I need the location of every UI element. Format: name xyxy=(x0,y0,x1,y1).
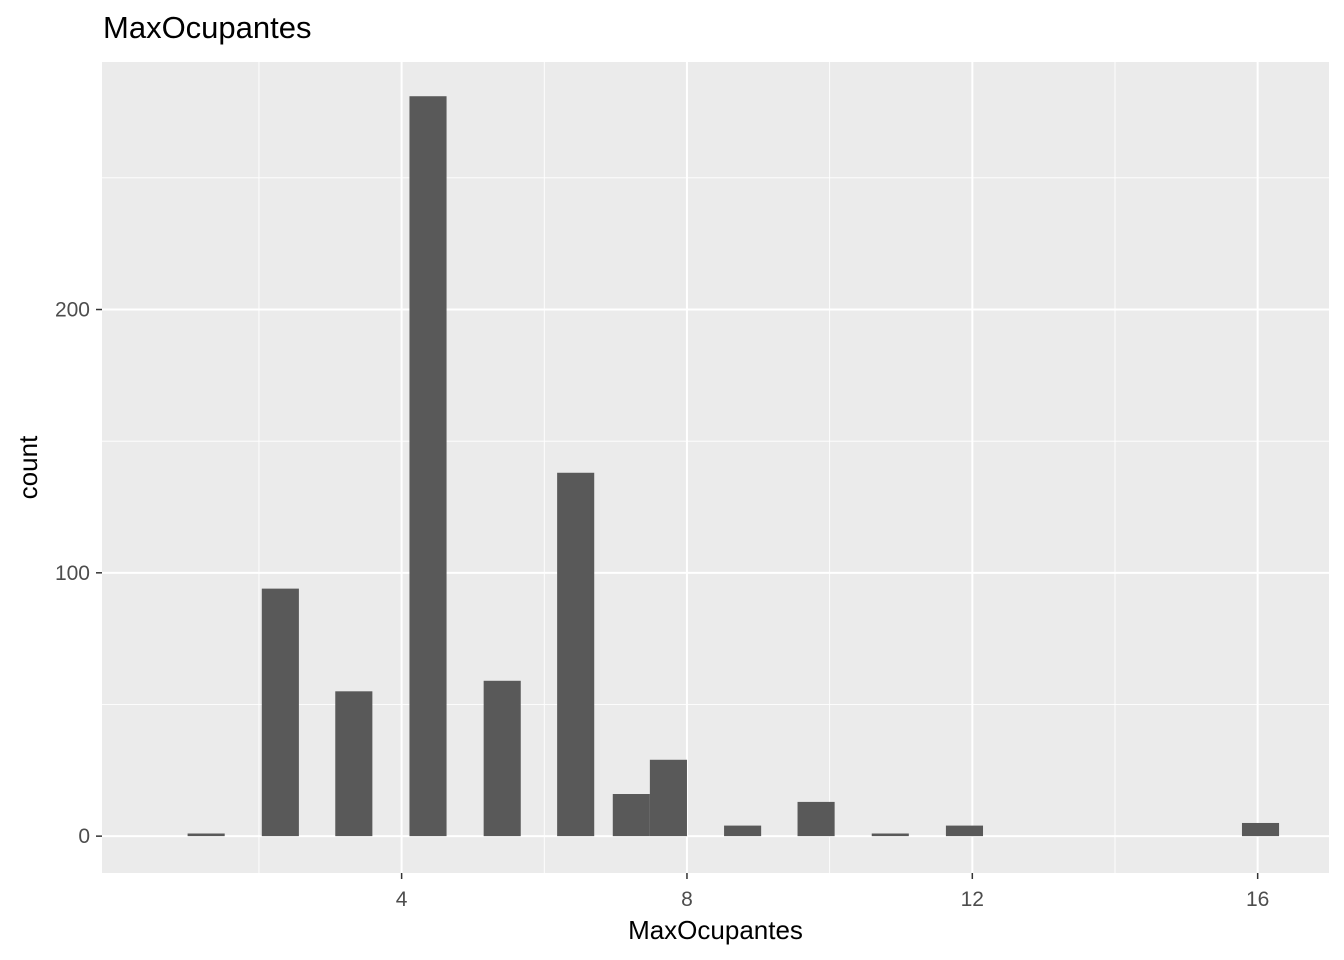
y-tick-label: 100 xyxy=(55,562,90,585)
x-tick-label: 16 xyxy=(1246,888,1269,911)
chart-title: MaxOcupantes xyxy=(103,10,312,45)
histogram-bar xyxy=(871,833,909,837)
histogram-bar xyxy=(409,96,447,837)
histogram-bar xyxy=(724,825,762,837)
bars xyxy=(187,96,1280,837)
histogram-bar xyxy=(797,801,835,837)
grid-minor xyxy=(102,62,1329,873)
histogram-bar xyxy=(945,825,984,837)
y-axis-title: count xyxy=(13,435,43,499)
histogram-bar xyxy=(649,759,687,837)
histogram-bar xyxy=(1241,822,1280,837)
x-tick-label: 12 xyxy=(961,888,984,911)
plot-panel xyxy=(102,62,1329,873)
histogram-bar xyxy=(335,691,373,837)
y-tick-label: 0 xyxy=(78,825,90,848)
x-tick-label: 8 xyxy=(681,888,693,911)
grid-major xyxy=(102,62,1329,873)
histogram-bar xyxy=(187,833,225,837)
x-tick-label: 4 xyxy=(396,888,408,911)
histogram-bar xyxy=(261,588,299,837)
histogram-bar xyxy=(612,794,650,837)
y-tick-label: 200 xyxy=(55,299,90,322)
axis-ticks xyxy=(96,308,1259,879)
tick-labels: 4 8 12 16 0 100 200 xyxy=(55,299,1269,911)
histogram-bar xyxy=(557,472,595,837)
x-axis-title: MaxOcupantes xyxy=(628,915,803,945)
histogram-bar xyxy=(483,680,521,837)
